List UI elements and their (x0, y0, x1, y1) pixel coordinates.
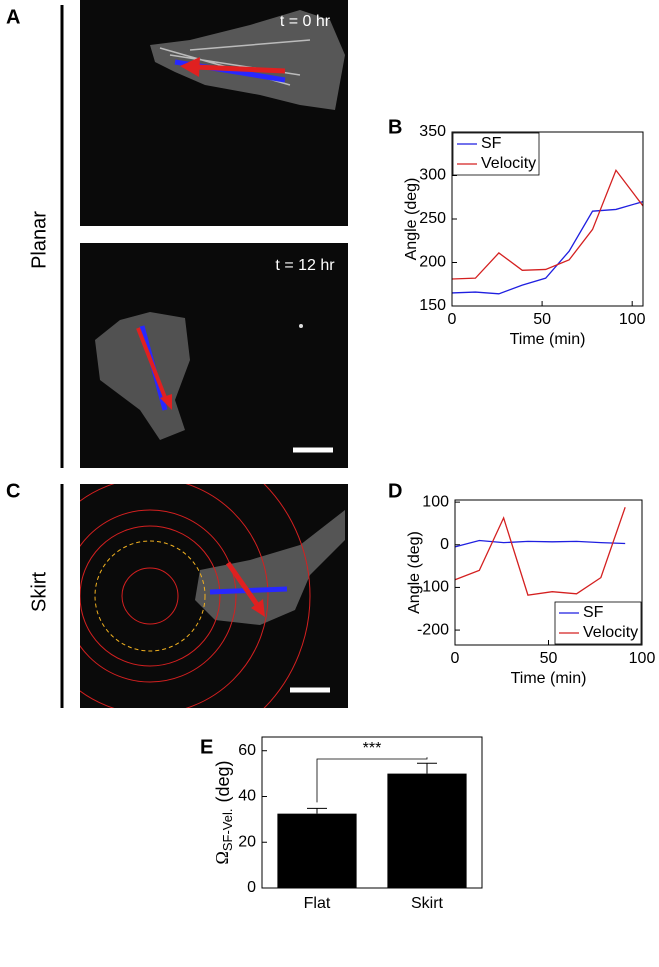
panel-label: C (6, 480, 20, 502)
legend-label: Velocity (583, 624, 638, 641)
condition-label: Skirt (28, 572, 50, 612)
y-tick-label: 250 (419, 210, 446, 227)
y-tick-label: 150 (419, 297, 446, 314)
y-axis-label-part: Ω (212, 851, 232, 864)
x-axis-label: Time (min) (511, 670, 587, 687)
x-tick-label: 0 (448, 311, 457, 328)
y-tick-label: 300 (419, 167, 446, 184)
y-tick-label: 0 (247, 879, 256, 896)
line-series (454, 507, 626, 596)
time-label: t = 0 hr (280, 13, 331, 30)
condition-label: Planar (28, 211, 50, 269)
bar (387, 773, 467, 888)
legend-label: SF (481, 135, 502, 152)
legend-label: Velocity (481, 155, 536, 172)
panel-label: A (6, 6, 20, 28)
y-tick-label: 40 (238, 788, 256, 805)
micrograph (80, 484, 348, 708)
y-tick-label: 350 (419, 123, 446, 140)
time-label: t = 12 hr (275, 257, 335, 274)
axes-box (451, 131, 644, 307)
y-axis-label: Angle (deg) (403, 178, 420, 261)
line-series (451, 200, 644, 295)
y-tick-label: -200 (417, 621, 449, 638)
x-tick-label: 50 (540, 650, 558, 667)
axes-box (261, 736, 483, 889)
line-series (451, 168, 644, 280)
panel-label: E (200, 736, 213, 758)
panel-label: B (388, 116, 402, 138)
x-tick-label: 100 (629, 650, 656, 667)
x-tick-label: 100 (619, 311, 646, 328)
x-tick-label: Skirt (411, 895, 444, 912)
x-axis-label: Time (min) (510, 331, 586, 348)
y-axis-label-part: (deg) (213, 760, 233, 802)
y-tick-label: -100 (417, 579, 449, 596)
y-axis-label: Angle (deg) (406, 531, 423, 614)
y-tick-label: 60 (238, 742, 256, 759)
legend-box (554, 601, 642, 645)
panel-label: D (388, 480, 402, 502)
y-tick-label: 200 (419, 254, 446, 271)
micrograph: t = 12 hr (80, 243, 348, 468)
significance-label: *** (363, 740, 382, 757)
legend-label: SF (583, 604, 604, 621)
micrograph: t = 0 hr (80, 0, 348, 226)
x-tick-label: 0 (451, 650, 460, 667)
y-axis-label-part: SF-Vel. (220, 809, 235, 852)
line-series (454, 539, 626, 548)
y-axis-label: ΩSF-Vel. (deg) (212, 760, 235, 864)
legend-box (452, 132, 540, 176)
axes-box (454, 499, 643, 646)
y-tick-label: 20 (238, 833, 256, 850)
x-tick-label: 50 (533, 311, 551, 328)
x-tick-label: Flat (304, 895, 331, 912)
y-tick-label: 0 (440, 536, 449, 553)
bar (277, 813, 357, 888)
y-tick-label: 100 (422, 493, 449, 510)
significance-bracket (316, 757, 428, 803)
